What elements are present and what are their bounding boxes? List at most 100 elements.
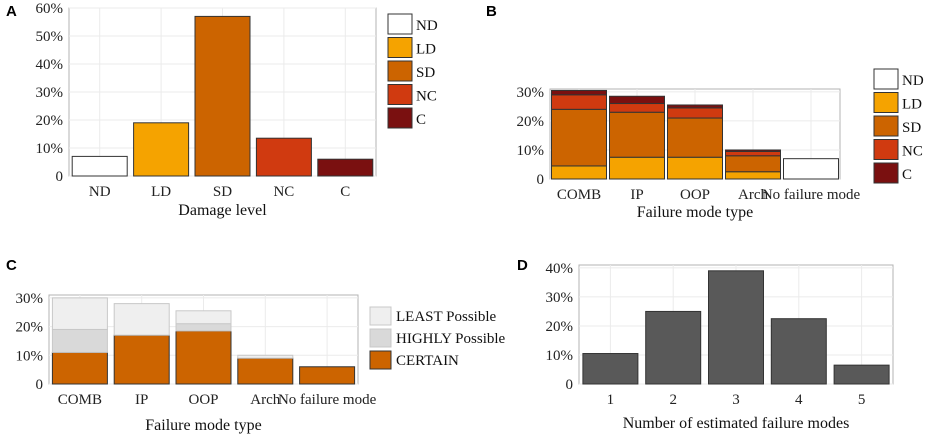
panel-b-bar-arch-c bbox=[725, 149, 781, 152]
panel-a-bar-c bbox=[317, 158, 374, 177]
panel-a-legend-label-ld: LD bbox=[416, 42, 436, 58]
panel-b-bar-oop-sd bbox=[667, 117, 723, 158]
panel-d-chart: 0 10% 20% 30% 40% 1 2 3 4 5 Number of estimated fa… bbox=[546, 261, 894, 432]
panel-b-x-tick: IP bbox=[630, 187, 643, 203]
panel-a-legend-swatch-ld bbox=[387, 37, 413, 58]
panel-b-bar-comb-c bbox=[551, 89, 607, 96]
panel-b-bar-comb-nc bbox=[551, 94, 607, 110]
panel-c-bar-ip-least-possible bbox=[113, 303, 170, 336]
panel-a-legend-label-c: C bbox=[416, 112, 426, 128]
panel-b-x-tick: COMB bbox=[557, 187, 601, 203]
panel-c-y-tick: 30% bbox=[16, 291, 44, 307]
panel-a-legend-label-nd: ND bbox=[416, 18, 438, 34]
panel-b-legend-label-nd: ND bbox=[902, 73, 924, 89]
panel-d-y-tick: 0 bbox=[566, 377, 574, 393]
panel-d-bar-2 bbox=[645, 310, 702, 385]
panel-a-y-tick: 60% bbox=[36, 1, 64, 17]
panel-label-c: C bbox=[6, 257, 17, 274]
panel-a-chart: 0 10% 20% 30% 40% 50% 60% ND LD SD NC C Damage level… bbox=[36, 1, 438, 219]
panel-b-bar-comb-ld bbox=[551, 165, 607, 180]
panel-a-legend-swatch-nc bbox=[387, 84, 413, 105]
panel-b-x-axis-title: Failure mode type bbox=[637, 204, 753, 221]
panel-b-legend-swatch-nc bbox=[873, 139, 899, 160]
panel-c-bar-comb-certain bbox=[51, 351, 108, 385]
panel-b-y-tick: 20% bbox=[517, 114, 545, 130]
panel-c-bar-no-failure-mode-certain bbox=[299, 366, 356, 385]
panel-b-legend-swatch-c bbox=[873, 162, 899, 184]
panel-a-bar-nc bbox=[255, 137, 312, 177]
panel-a-bar-nd bbox=[71, 155, 128, 177]
panel-a-x-axis-title: Damage level bbox=[178, 202, 267, 219]
panel-a-legend-swatch-c bbox=[387, 107, 413, 129]
panel-d-y-tick: 20% bbox=[546, 319, 574, 335]
panel-b-bar-ip-c bbox=[609, 95, 665, 105]
panel-a-legend-label-sd: SD bbox=[416, 65, 435, 81]
panel-a-x-tick: LD bbox=[151, 184, 171, 200]
panel-d-bar-3 bbox=[708, 270, 764, 385]
panel-a-x-tick: ND bbox=[89, 184, 111, 200]
panel-b-x-tick: No failure mode bbox=[762, 187, 861, 203]
panel-c-bar-arch-least-possible bbox=[237, 354, 294, 359]
panel-b-bar-oop-c bbox=[667, 104, 723, 109]
panel-label-b: B bbox=[486, 3, 497, 20]
panel-d-y-tick: 40% bbox=[546, 261, 574, 277]
panel-b-bar-ip-nc bbox=[609, 103, 665, 113]
panel-b-y-tick: 30% bbox=[517, 85, 545, 101]
panel-b-legend-swatch-sd bbox=[873, 115, 899, 137]
panel-d-bar-5 bbox=[833, 364, 890, 385]
panel-b-bar-ip-ld bbox=[609, 156, 665, 180]
panel-b-legend-label-nc: NC bbox=[902, 144, 923, 160]
panel-d-x-tick: 1 bbox=[607, 392, 615, 408]
panel-a-y-tick: 20% bbox=[36, 113, 64, 129]
panel-b-bar-oop-nc bbox=[667, 107, 723, 119]
panel-c-bar-oop-highly-possible bbox=[175, 323, 232, 332]
panel-b-bar-arch-ld bbox=[725, 171, 781, 180]
panel-a-legend-swatch-sd bbox=[387, 60, 413, 82]
panel-d-y-tick: 30% bbox=[546, 290, 574, 306]
panel-a-y-tick: 10% bbox=[36, 141, 64, 157]
panel-a-legend-label-nc: NC bbox=[416, 89, 437, 105]
panel-a-x-tick: C bbox=[340, 184, 350, 200]
panel-a-bar-ld bbox=[133, 122, 190, 177]
panel-c-bar-comb-least-possible bbox=[51, 297, 108, 330]
panel-c-x-tick: No failure mode bbox=[278, 392, 377, 408]
panel-c-bar-oop-certain bbox=[175, 330, 232, 385]
panel-d-x-tick: 2 bbox=[669, 392, 677, 408]
panel-b-bar-oop-ld bbox=[667, 156, 723, 180]
panel-c-x-tick: COMB bbox=[58, 392, 102, 408]
panel-d-bar-1 bbox=[582, 353, 639, 385]
panel-c-x-tick: Arch bbox=[250, 392, 280, 408]
panel-c-legend-label-least-possible: LEAST Possible bbox=[396, 309, 496, 325]
panel-a-y-tick: 30% bbox=[36, 85, 64, 101]
panel-a-y-tick: 50% bbox=[36, 29, 64, 45]
panel-c-legend-swatch-highly-possible bbox=[369, 328, 392, 348]
panel-b-x-tick: OOP bbox=[680, 187, 710, 203]
panel-b-y-tick: 0 bbox=[537, 172, 545, 188]
panel-b-bar-ip-sd bbox=[609, 111, 665, 158]
panel-c-legend-swatch-certain bbox=[369, 350, 392, 370]
panel-label-d: D bbox=[517, 257, 528, 274]
panel-d-bar-4 bbox=[770, 318, 827, 385]
panel-b-legend-swatch-nd bbox=[873, 68, 899, 90]
panel-b-bar-arch-sd bbox=[725, 155, 781, 173]
panel-c-x-axis-title: Failure mode type bbox=[145, 417, 261, 434]
panel-a-x-tick: SD bbox=[213, 184, 232, 200]
panel-d-x-tick: 5 bbox=[858, 392, 866, 408]
panel-b-legend-swatch-ld bbox=[873, 92, 899, 113]
panel-c-y-tick: 0 bbox=[36, 377, 44, 393]
panel-a-y-tick: 40% bbox=[36, 57, 64, 73]
panel-b-bar-comb-sd bbox=[551, 108, 607, 167]
panel-c-bar-comb-highly-possible bbox=[51, 328, 108, 353]
panel-c-x-tick: OOP bbox=[188, 392, 218, 408]
panel-b-legend-label-c: C bbox=[902, 167, 912, 183]
panel-b-x-tick: Arch bbox=[738, 187, 768, 203]
panel-c-legend-label-certain: CERTAIN bbox=[396, 353, 459, 369]
panel-b-legend-label-ld: LD bbox=[902, 97, 922, 113]
panel-d-x-tick: 3 bbox=[732, 392, 740, 408]
panel-a-y-tick: 0 bbox=[56, 169, 64, 185]
panel-a-bar-sd bbox=[194, 15, 251, 177]
panel-d-x-axis-title: Number of estimated failure modes bbox=[623, 415, 850, 432]
